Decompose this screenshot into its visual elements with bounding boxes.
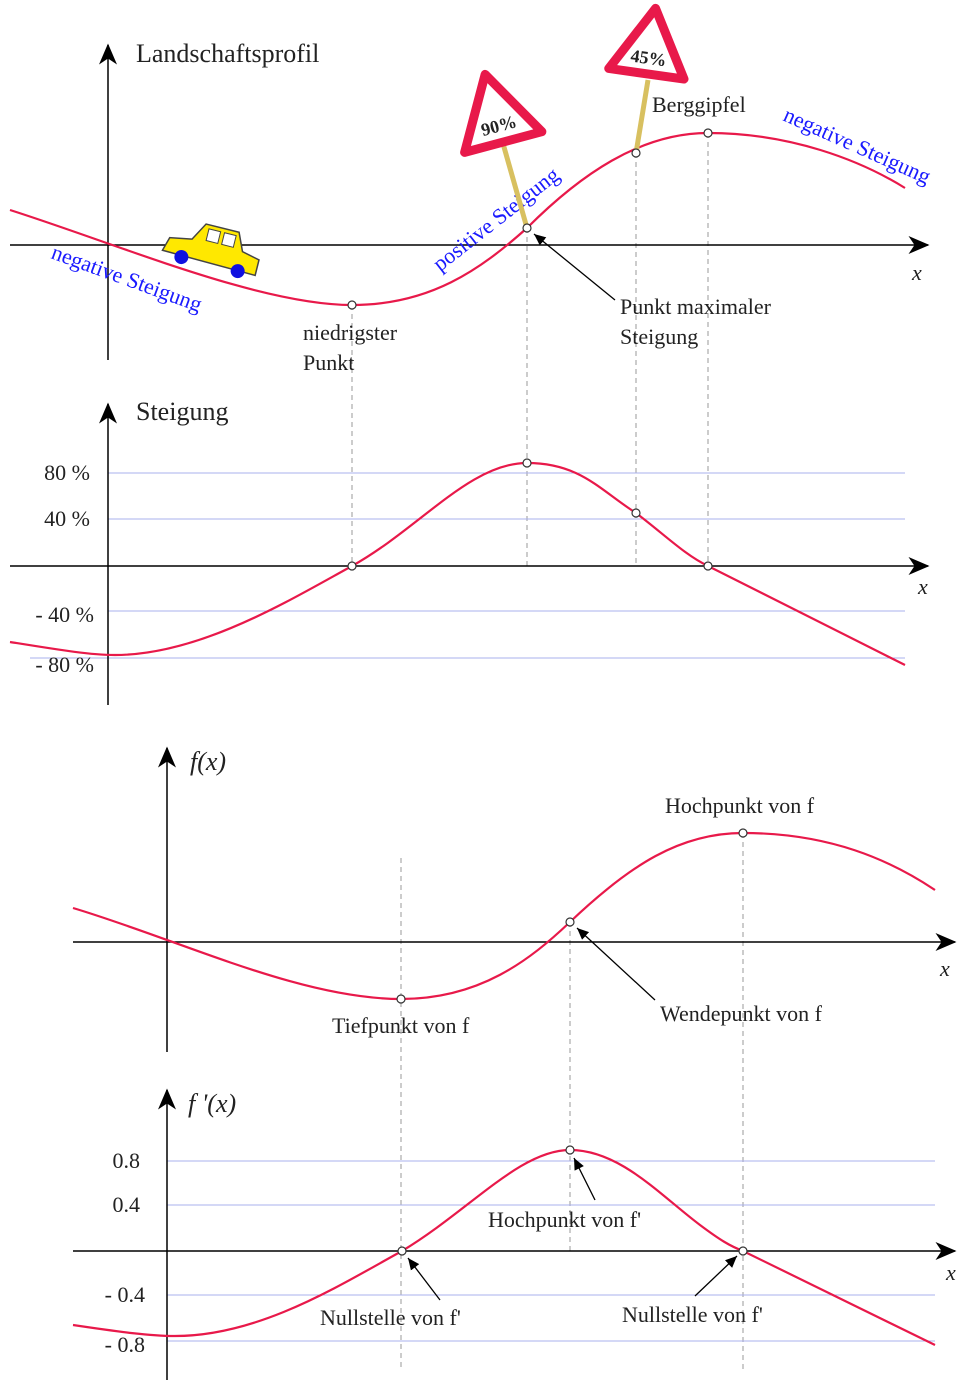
sign: 45% <box>604 3 689 84</box>
panel-fprime: f '(x) x 0.8 0.4 - 0.4 - 0.8 Hochpunkt v… <box>72 1088 957 1380</box>
tick-label: 0.4 <box>113 1192 141 1217</box>
tick-label: 0.8 <box>113 1148 141 1173</box>
point <box>522 223 532 233</box>
point <box>738 1246 748 1256</box>
f-curve <box>72 831 936 1001</box>
tick-label: - 80 % <box>35 652 94 677</box>
arrow <box>576 927 656 1001</box>
panel-f: f(x) x Hochpunkt von f Tiefpunkt von f W… <box>72 746 957 1370</box>
sign-post <box>633 79 651 154</box>
landscape-curve <box>9 131 906 307</box>
point <box>396 994 406 1004</box>
point <box>397 1246 407 1256</box>
annotation: Nullstelle von f' <box>320 1305 461 1330</box>
point <box>631 508 641 518</box>
x-label: x <box>917 574 928 599</box>
slope-label: positive Steigung <box>428 162 564 276</box>
car <box>161 223 260 279</box>
title: f '(x) <box>188 1089 236 1118</box>
point <box>631 148 641 158</box>
tick-label: - 0.4 <box>105 1282 145 1307</box>
arrow <box>407 1257 441 1301</box>
annotation: Punkt maximaler <box>620 294 772 319</box>
x-label: x <box>945 1260 956 1285</box>
slope-curve <box>9 461 906 666</box>
annotation: Punkt <box>303 350 354 375</box>
x-label: x <box>939 956 950 981</box>
arrow <box>694 1255 738 1297</box>
point <box>565 917 575 927</box>
sign: 90% <box>460 69 547 157</box>
point <box>522 458 532 468</box>
title: Landschaftsprofil <box>136 39 319 68</box>
x-label: x <box>911 260 922 285</box>
title: Steigung <box>136 397 228 426</box>
sign-post <box>499 139 530 229</box>
sign-text: 45% <box>629 45 667 70</box>
annotation: niedrigster <box>303 320 398 345</box>
annotation: Steigung <box>620 324 698 349</box>
point <box>347 561 357 571</box>
arrow <box>573 1157 596 1201</box>
tick-label: - 40 % <box>35 602 94 627</box>
fprime-curve <box>72 1148 936 1346</box>
arrow <box>533 233 616 301</box>
tick-label: 80 % <box>44 460 90 485</box>
point <box>565 1145 575 1155</box>
point <box>347 300 357 310</box>
annotation: Wendepunkt von f <box>660 1001 823 1026</box>
annotation: Berggipfel <box>652 92 746 117</box>
annotation: Nullstelle von f' <box>622 1302 763 1327</box>
point <box>703 128 713 138</box>
tick-label: 40 % <box>44 506 90 531</box>
panel-slope: Steigung x 80 % 40 % - 40 % - 80 % <box>9 397 930 705</box>
tick-label: - 0.8 <box>105 1332 145 1357</box>
point <box>703 561 713 571</box>
annotation: Hochpunkt von f <box>665 793 815 818</box>
point <box>738 828 748 838</box>
annotation: Hochpunkt von f' <box>488 1207 641 1232</box>
title: f(x) <box>190 747 226 776</box>
annotation: Tiefpunkt von f <box>332 1013 470 1038</box>
